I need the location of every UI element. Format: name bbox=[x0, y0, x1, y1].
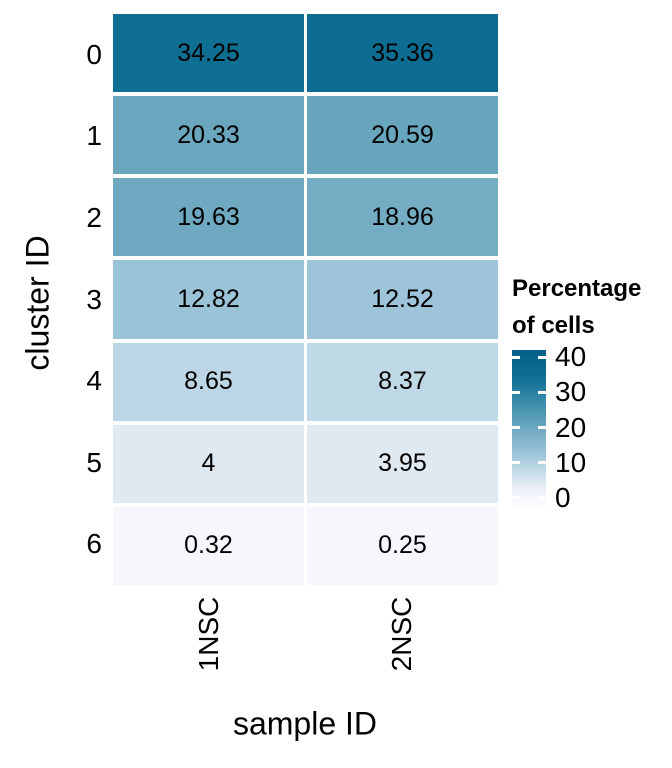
heatmap-cell: 3.95 bbox=[307, 424, 498, 503]
y-tick-label: 5 bbox=[86, 446, 102, 478]
heatmap-cell: 34.25 bbox=[113, 14, 304, 93]
legend: Percentage of cells 0 10 20 30 40 bbox=[512, 270, 672, 513]
legend-tick-mark bbox=[512, 461, 520, 465]
legend-tick-mark bbox=[538, 355, 546, 359]
legend-tick-label: 10 bbox=[555, 446, 587, 478]
heatmap-cell: 8.65 bbox=[113, 342, 304, 421]
heatmap-cell: 20.33 bbox=[113, 96, 304, 175]
x-tick-label: 1NSC bbox=[193, 596, 225, 672]
heatmap-cell: 0.25 bbox=[307, 506, 498, 585]
y-tick-label: 3 bbox=[86, 283, 102, 315]
legend-tick-label: 20 bbox=[555, 411, 587, 443]
y-tick-label: 4 bbox=[86, 365, 102, 397]
x-axis-title: sample ID bbox=[232, 705, 378, 742]
heatmap-cell: 0.32 bbox=[113, 506, 304, 585]
heatmap-grid: 34.25 35.36 20.33 20.59 19.63 18.96 12.82 12.52… bbox=[113, 14, 498, 585]
legend-title-line-1: Percentage bbox=[512, 275, 642, 302]
legend-tick-mark bbox=[538, 461, 546, 465]
legend-colorbar: 0 10 20 30 40 bbox=[512, 341, 586, 513]
legend-tick-mark bbox=[512, 355, 520, 359]
heatmap-cell: 19.63 bbox=[113, 178, 304, 257]
heatmap-cell: 12.52 bbox=[307, 260, 498, 339]
y-tick-label: 1 bbox=[86, 120, 102, 152]
legend-tick-mark bbox=[538, 426, 546, 429]
legend-tick-label: 30 bbox=[555, 376, 587, 408]
legend-tick-mark bbox=[512, 496, 520, 500]
heatmap-cell: 4 bbox=[113, 424, 304, 503]
heatmap-cell: 35.36 bbox=[307, 14, 498, 93]
y-tick-label: 2 bbox=[86, 201, 102, 233]
legend-tick-mark bbox=[538, 390, 546, 394]
legend-tick-label: 40 bbox=[555, 341, 587, 373]
y-tick-label: 0 bbox=[86, 38, 102, 70]
legend-title-line-2: of cells bbox=[512, 312, 595, 339]
legend-tick-mark bbox=[512, 426, 520, 429]
legend-tick-mark bbox=[512, 390, 520, 394]
legend-tick-label: 0 bbox=[555, 481, 571, 513]
heatmap-cell: 20.59 bbox=[307, 96, 498, 175]
heatmap-cell: 8.37 bbox=[307, 342, 498, 421]
legend-tick-mark bbox=[538, 496, 546, 500]
x-tick-label: 2NSC bbox=[385, 596, 417, 672]
heatmap-cell: 18.96 bbox=[307, 178, 498, 257]
y-tick-label: 6 bbox=[86, 528, 102, 560]
heatmap-cell: 12.82 bbox=[113, 260, 304, 339]
